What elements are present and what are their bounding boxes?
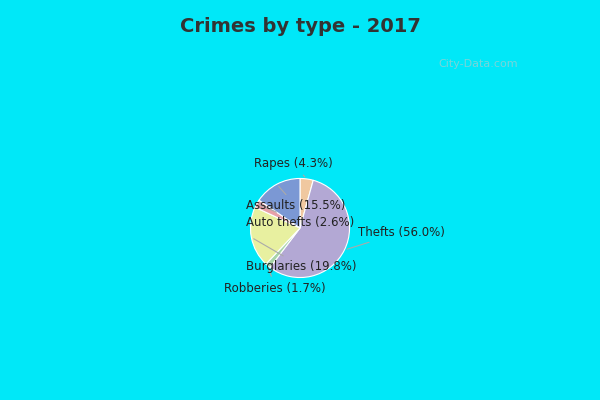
Text: Robberies (1.7%): Robberies (1.7%) bbox=[224, 268, 326, 295]
Wedge shape bbox=[300, 178, 313, 228]
Text: Auto thefts (2.6%): Auto thefts (2.6%) bbox=[247, 205, 355, 229]
Wedge shape bbox=[270, 180, 350, 278]
Wedge shape bbox=[255, 200, 300, 228]
Text: Crimes by type - 2017: Crimes by type - 2017 bbox=[179, 16, 421, 36]
Text: Rapes (4.3%): Rapes (4.3%) bbox=[254, 157, 332, 177]
Text: Burglaries (19.8%): Burglaries (19.8%) bbox=[247, 239, 357, 273]
Wedge shape bbox=[250, 207, 300, 264]
Text: Assaults (15.5%): Assaults (15.5%) bbox=[247, 186, 346, 212]
Wedge shape bbox=[266, 228, 300, 268]
Text: City-Data.com: City-Data.com bbox=[438, 59, 518, 69]
Wedge shape bbox=[259, 178, 300, 228]
Text: Thefts (56.0%): Thefts (56.0%) bbox=[347, 226, 445, 249]
